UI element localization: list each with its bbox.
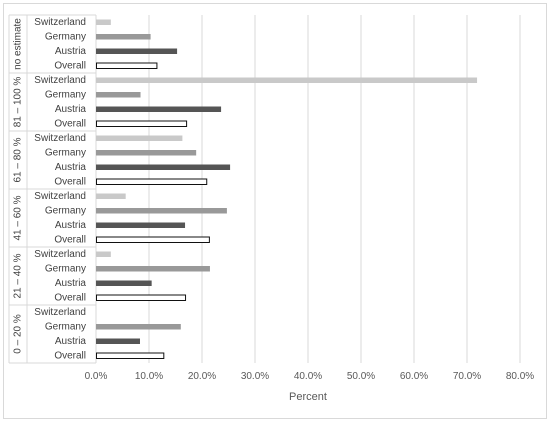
bar-austria xyxy=(96,164,231,170)
bar-austria xyxy=(96,222,186,228)
bar-germany xyxy=(96,208,227,214)
row-label: Austria xyxy=(55,220,87,231)
x-axis-ticks: 0.0% 10.0% 20.0% 30.0% 40.0% 50.0% 60.0% 70.0% 8… xyxy=(85,371,535,382)
x-tick-label: 40.0% xyxy=(294,371,322,382)
row-label: Overall xyxy=(54,60,86,71)
row-label: Germany xyxy=(45,31,86,42)
row-label: Austria xyxy=(55,278,87,289)
row-label: Overall xyxy=(54,292,86,303)
x-tick-label: 80.0% xyxy=(506,371,534,382)
bar-switzerland xyxy=(96,19,111,25)
row-label: Switzerland xyxy=(34,307,86,318)
row-label: Overall xyxy=(54,234,86,245)
bar-overall xyxy=(96,352,165,359)
row-label: Germany xyxy=(45,205,86,216)
category-axis: no estimate Switzerland Germany Austria Over… xyxy=(8,14,97,364)
x-tick-label: 10.0% xyxy=(135,371,163,382)
row-label: Austria xyxy=(55,104,87,115)
row-label: Germany xyxy=(45,89,86,100)
group-label: 21 – 40 % xyxy=(13,253,24,298)
bar-austria xyxy=(96,106,222,112)
row-label: Switzerland xyxy=(34,249,86,260)
x-tick-label: 20.0% xyxy=(188,371,216,382)
group-label: 41 – 60 % xyxy=(13,195,24,240)
bar-switzerland xyxy=(96,77,478,83)
bar-overall xyxy=(96,178,208,185)
row-label: Switzerland xyxy=(34,17,86,28)
row-label: Overall xyxy=(54,118,86,129)
bar-overall xyxy=(96,62,158,69)
group-label: 81 – 100 % xyxy=(13,77,24,128)
x-tick-label: 0.0% xyxy=(85,371,108,382)
row-label: Austria xyxy=(55,336,87,347)
bar-germany xyxy=(96,150,197,156)
x-tick-label: 70.0% xyxy=(453,371,481,382)
bars xyxy=(96,19,478,359)
row-label: Switzerland xyxy=(34,191,86,202)
bar-overall xyxy=(96,236,210,243)
row-label: Switzerland xyxy=(34,133,86,144)
group-label: no estimate xyxy=(13,18,24,70)
bar-switzerland xyxy=(96,193,126,199)
group-label: 0 – 20 % xyxy=(13,314,24,354)
x-tick-label: 50.0% xyxy=(347,371,375,382)
x-tick-label: 60.0% xyxy=(400,371,428,382)
x-axis-title: Percent xyxy=(289,391,327,403)
row-label: Germany xyxy=(45,147,86,158)
bar-overall xyxy=(96,120,188,127)
row-label: Overall xyxy=(54,176,86,187)
row-label: Germany xyxy=(45,321,86,332)
bar-switzerland xyxy=(96,135,183,141)
bar-germany xyxy=(96,92,141,98)
bar-germany xyxy=(96,324,181,330)
bar-germany xyxy=(96,34,151,40)
bar-austria xyxy=(96,338,140,344)
bar-switzerland xyxy=(96,251,111,257)
row-label: Overall xyxy=(54,350,86,361)
row-label: Switzerland xyxy=(34,75,86,86)
x-tick-label: 30.0% xyxy=(241,371,269,382)
bar-austria xyxy=(96,48,178,54)
bar-overall xyxy=(96,294,187,301)
row-label: Austria xyxy=(55,46,87,57)
group-label: 61 – 80 % xyxy=(13,137,24,182)
bar-austria xyxy=(96,280,152,286)
bar-germany xyxy=(96,266,210,272)
row-label: Austria xyxy=(55,162,87,173)
row-label: Germany xyxy=(45,263,86,274)
